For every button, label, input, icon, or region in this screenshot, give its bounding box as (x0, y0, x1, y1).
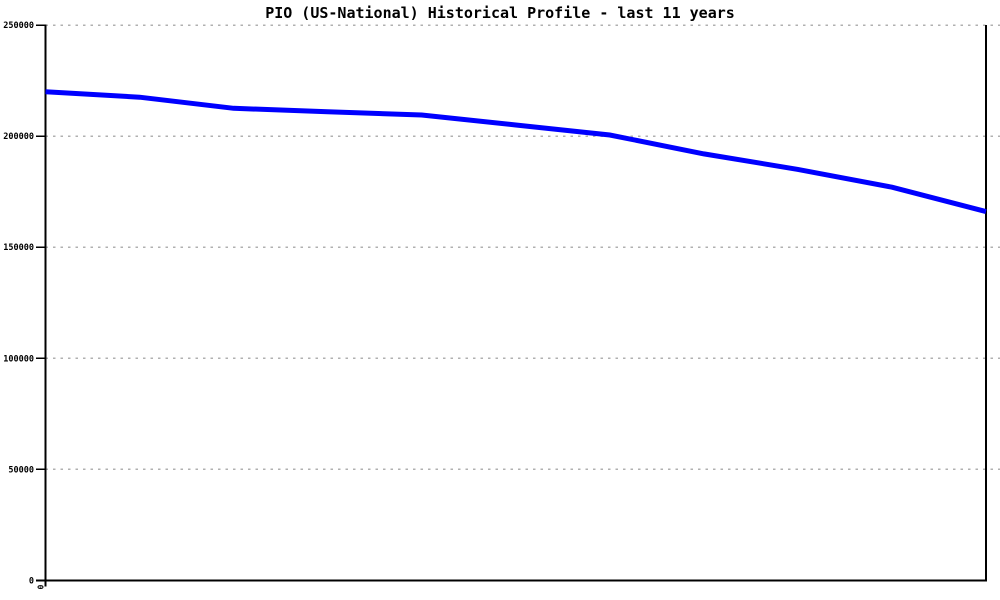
y-axis-tick-label: 250000 (3, 21, 34, 31)
data-line (45, 89, 987, 215)
y-axis-tick-label: 150000 (3, 243, 34, 253)
y-axis-tick-label: 100000 (3, 354, 34, 364)
y-axis-tick-label: 50000 (8, 465, 34, 475)
y-axis-tick-label: 0 (29, 577, 34, 587)
chart-title: PIO (US-National) Historical Profile - l… (265, 4, 735, 22)
y-axis-tick-label: 200000 (3, 132, 34, 142)
x-axis-tick-label: 0 (35, 584, 45, 590)
